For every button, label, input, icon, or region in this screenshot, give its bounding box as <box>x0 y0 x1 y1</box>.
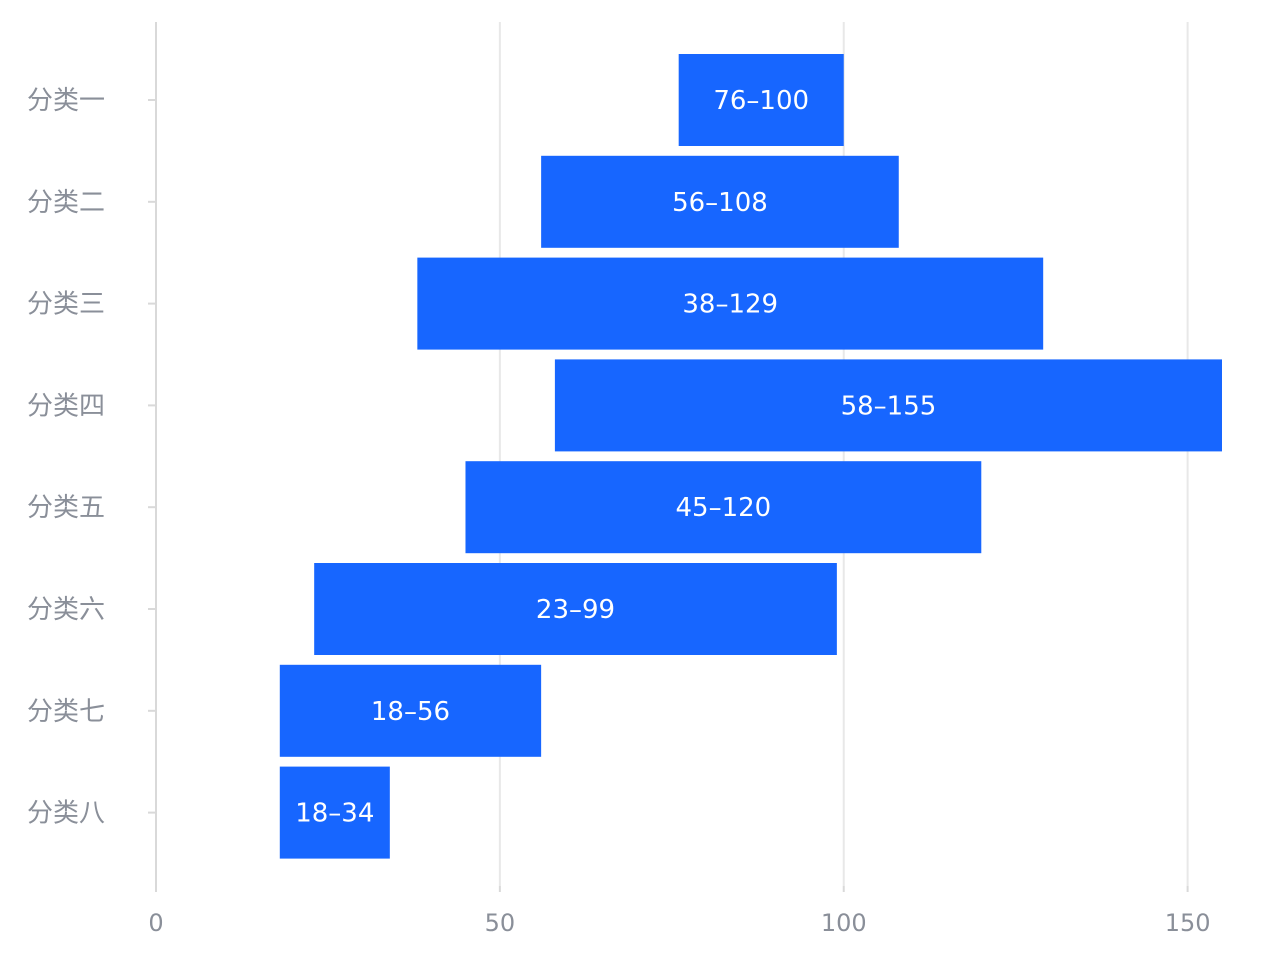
range-bar <box>678 54 844 146</box>
x-tick-label: 0 <box>148 909 163 937</box>
bar-data-label: 18–34 <box>295 799 374 829</box>
range-bar <box>541 155 899 248</box>
bar-data-label: 56–108 <box>672 188 768 218</box>
category-label: 分类三 <box>27 290 105 320</box>
range-bar <box>417 257 1044 350</box>
category-label: 分类八 <box>27 799 105 829</box>
range-bar <box>279 664 542 757</box>
category-label: 分类四 <box>27 391 105 421</box>
range-bar <box>554 359 1222 452</box>
bar-data-label: 23–99 <box>536 595 615 625</box>
category-label: 分类六 <box>27 595 105 625</box>
bar-data-label: 76–100 <box>713 86 809 116</box>
x-tick-label: 50 <box>485 909 516 937</box>
category-label: 分类七 <box>27 697 105 727</box>
x-tick-label: 150 <box>1165 909 1211 937</box>
category-label: 分类五 <box>27 493 105 523</box>
range-bar <box>465 461 982 554</box>
bar-data-label: 45–120 <box>676 493 772 523</box>
bar-data-label: 38–129 <box>682 290 778 320</box>
bar-data-label: 58–155 <box>841 391 937 421</box>
category-label: 分类一 <box>27 86 105 116</box>
x-tick-label: 100 <box>821 909 867 937</box>
range-bar <box>314 563 837 655</box>
range-bar <box>279 766 390 859</box>
category-label: 分类二 <box>27 188 105 218</box>
bar-data-label: 18–56 <box>371 697 450 727</box>
